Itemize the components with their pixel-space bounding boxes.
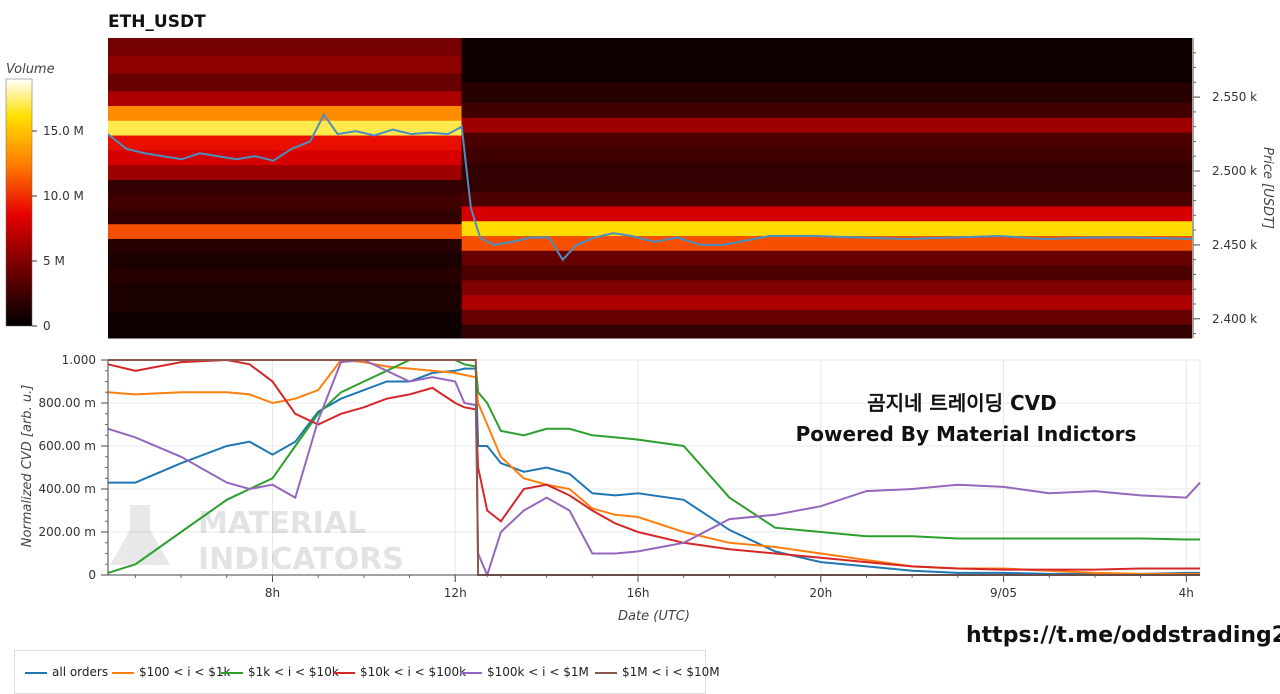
- legend: all orders $100 < i < $1k $1k < i < $10k $1…: [14, 650, 720, 694]
- heat-cell: [461, 280, 1192, 296]
- price-tick-label: 2.550 k: [1212, 90, 1257, 104]
- cvd-x-tick-label: 4h: [1179, 586, 1194, 600]
- watermark-line-1: MATERIAL: [198, 506, 366, 541]
- heat-cell: [108, 194, 462, 210]
- legend-item[interactable]: $10k < i < $100k: [333, 664, 466, 680]
- annotation-line-1: 곰지네 트레이딩 CVD: [867, 391, 1056, 415]
- legend-item[interactable]: $1M < i < $10M: [595, 664, 720, 680]
- heat-cell: [461, 295, 1192, 311]
- heat-cell: [108, 253, 462, 270]
- legend-label: $100 < i < $1k: [139, 665, 231, 679]
- price-axis: 2.550 k 2.500 k 2.450 k 2.400 k: [1192, 38, 1257, 338]
- cvd-x-tick-label: 8h: [265, 586, 280, 600]
- cvd-y-tick-label: 400.00 m: [39, 482, 97, 496]
- legend-swatch: [595, 671, 617, 674]
- heat-cell: [108, 105, 462, 122]
- heat-cell: [461, 103, 1192, 119]
- heat-cell: [108, 238, 462, 255]
- watermark: MATERIAL INDICATORS: [110, 505, 404, 577]
- heat-cell: [461, 82, 1192, 104]
- legend-swatch: [333, 671, 355, 674]
- cvd-x-tick-label: 16h: [627, 586, 650, 600]
- telegram-link[interactable]: https://t.me/oddstrading2: [966, 623, 1280, 648]
- cvd-x-tick-label: 12h: [444, 586, 467, 600]
- legend-swatch: [25, 671, 47, 674]
- flask-icon: [110, 505, 170, 565]
- heat-cell: [108, 179, 462, 196]
- heat-cell: [461, 250, 1192, 267]
- cvd-y-tick-label: 600.00 m: [39, 439, 97, 453]
- colorbar-tick-label: 15.0 M: [43, 124, 84, 138]
- cvd-x-tick-label: 9/05: [990, 586, 1017, 600]
- legend-label: $100k < i < $1M: [487, 665, 589, 679]
- cvd-series-line: [107, 358, 1201, 578]
- heat-cell: [108, 55, 462, 74]
- heat-cell: [108, 209, 462, 225]
- chart-title: ETH_USDT: [108, 12, 206, 32]
- heat-cell: [108, 165, 462, 181]
- heat-cell: [461, 162, 1192, 178]
- legend-item[interactable]: $100 < i < $1k: [112, 664, 230, 680]
- heat-cell: [461, 117, 1192, 134]
- price-tick-label: 2.400 k: [1212, 312, 1257, 326]
- legend-item[interactable]: $100k < i < $1M: [460, 664, 589, 680]
- heat-cell: [461, 206, 1192, 222]
- cvd-series-line: [107, 359, 1200, 574]
- heat-cell: [108, 268, 462, 284]
- heat-cell: [108, 91, 462, 107]
- colorbar-tick-label: 5 M: [43, 254, 65, 268]
- heatmap: [108, 38, 1192, 339]
- cvd-series-line: [107, 358, 1200, 571]
- watermark-line-2: INDICATORS: [198, 542, 404, 577]
- cvd-y-axis-label: Normalized CVD [arb. u.]: [20, 385, 35, 548]
- heat-cell: [461, 176, 1192, 193]
- heat-cell: [461, 147, 1192, 163]
- heat-cell: [108, 224, 462, 240]
- colorbar-ticks: 15.0 M 10.0 M 5 M 0: [32, 124, 84, 333]
- legend-item[interactable]: $1k < i < $10k: [221, 664, 339, 680]
- cvd-x-tick-label: 20h: [809, 586, 832, 600]
- legend-label: $1M < i < $10M: [622, 665, 720, 679]
- colorbar: [5, 78, 33, 327]
- price-line: [107, 112, 1193, 262]
- legend-swatch: [460, 671, 482, 674]
- price-tick-label: 2.450 k: [1212, 238, 1257, 252]
- heat-cell: [108, 312, 462, 339]
- price-tick-label: 2.500 k: [1212, 164, 1257, 178]
- colorbar-tick-label: 10.0 M: [43, 189, 84, 203]
- cvd-y-tick-label: 200.00 m: [39, 525, 97, 539]
- colorbar-tick-label: 0: [43, 319, 51, 333]
- heat-cell: [461, 324, 1192, 339]
- legend-swatch: [112, 671, 134, 674]
- heat-cell: [461, 191, 1192, 207]
- legend-label: $1k < i < $10k: [248, 665, 339, 679]
- legend-label: all orders: [52, 665, 109, 679]
- heat-cell: [461, 132, 1192, 148]
- heat-cell: [461, 265, 1192, 281]
- heat-cell: [108, 298, 462, 314]
- price-axis-label: Price [USDT]: [1260, 147, 1275, 229]
- legend-swatch: [221, 671, 243, 674]
- heat-cell: [461, 221, 1192, 237]
- cvd-lines: [107, 358, 1201, 578]
- heat-cell: [461, 38, 1192, 83]
- cvd-y-tick-label: 800.00 m: [39, 396, 97, 410]
- colorbar-label: Volume: [6, 62, 55, 77]
- cvd-x-axis-label: Date (UTC): [618, 609, 690, 624]
- annotation-line-2: Powered By Material Indictors: [796, 422, 1137, 446]
- heat-cell: [461, 309, 1192, 326]
- cvd-axes: 1.000 800.00 m 600.00 m 400.00 m 200.00 m 0 8h…: [39, 353, 1200, 600]
- cvd-y-tick-label: 1.000: [62, 353, 96, 367]
- heat-cell: [108, 120, 462, 137]
- heat-cell: [108, 283, 462, 299]
- legend-label: $10k < i < $100k: [360, 665, 467, 679]
- legend-item[interactable]: all orders: [25, 664, 108, 680]
- heat-cell: [108, 135, 462, 151]
- cvd-y-tick-label: 0: [88, 568, 96, 582]
- heat-cell: [108, 73, 462, 92]
- heat-cell: [108, 38, 462, 57]
